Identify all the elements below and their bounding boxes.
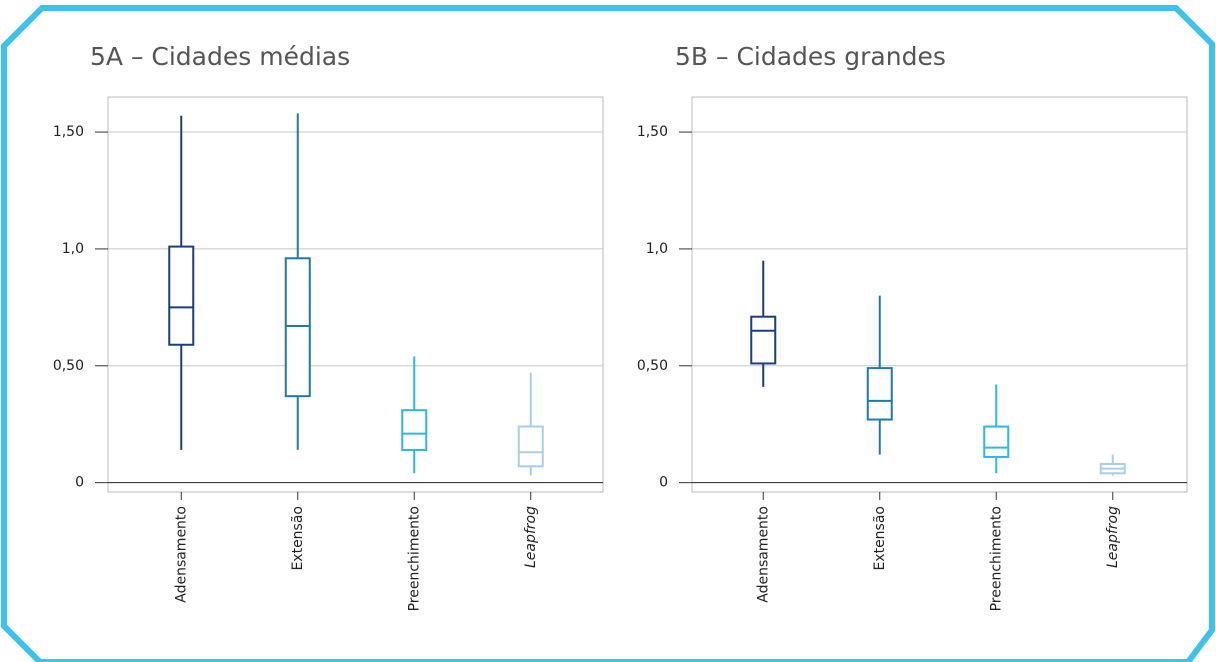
chart-title: 5A – Cidades médias [90, 42, 350, 71]
y-tick-label: 0,50 [53, 358, 84, 374]
y-tick-label: 1,50 [637, 124, 668, 140]
x-tick-label: Preenchimento [988, 506, 1004, 611]
y-tick-label: 1,0 [62, 241, 84, 257]
plot-frame [107, 96, 604, 493]
box [401, 409, 428, 451]
x-tick-label: Extensão [290, 506, 306, 571]
y-tick-label: 0 [659, 475, 668, 491]
x-tick-label: Adensamento [173, 506, 189, 603]
box [750, 315, 777, 365]
box [866, 367, 893, 421]
x-tick-label: Adensamento [755, 506, 771, 603]
chart-title: 5B – Cidades grandes [675, 42, 946, 71]
box [983, 425, 1010, 458]
box [284, 257, 311, 398]
box [168, 245, 195, 346]
x-tick-label: Extensão [872, 506, 888, 571]
x-tick-label: Leapfrog [1105, 506, 1121, 568]
y-tick-label: 0 [75, 475, 84, 491]
y-tick-label: 0,50 [637, 358, 668, 374]
frame [1, 5, 1215, 662]
box [517, 425, 544, 468]
y-tick-label: 1,0 [646, 241, 668, 257]
plot-frame [691, 96, 1188, 493]
x-tick-label: Leapfrog [523, 506, 539, 568]
x-tick-label: Preenchimento [406, 506, 422, 611]
y-tick-label: 1,50 [53, 124, 84, 140]
